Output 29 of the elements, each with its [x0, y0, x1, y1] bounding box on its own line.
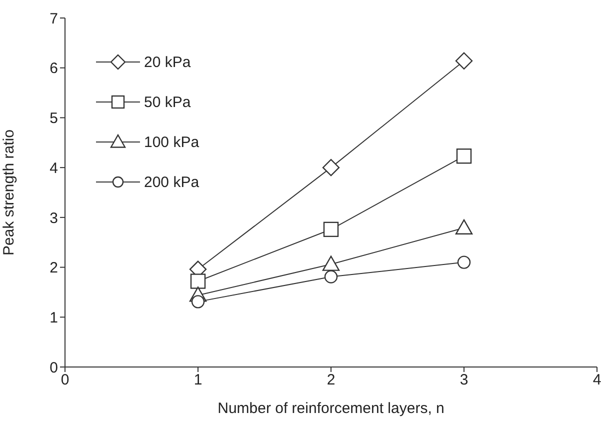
- point: [455, 219, 473, 234]
- x-tick-label: 4: [592, 372, 601, 389]
- point: [456, 148, 472, 164]
- y-tick-label: 7: [50, 10, 58, 28]
- x-tick-label: 1: [194, 372, 202, 389]
- x-tick-label: 3: [460, 372, 468, 389]
- point: [324, 270, 338, 284]
- x-axis-title: Number of reinforcement layers, n: [218, 400, 444, 417]
- legend-label: 20 kPa: [144, 54, 191, 70]
- point: [322, 158, 340, 176]
- x-tick-label: 0: [60, 372, 70, 389]
- point: [457, 256, 471, 269]
- y-axis-title: Peak strength ratio: [0, 130, 18, 256]
- y-tick-label: 5: [50, 110, 58, 128]
- legend-label: 200 kPa: [144, 174, 200, 190]
- y-tick-label: 2: [50, 260, 58, 277]
- legend-label: 100 kPa: [144, 134, 200, 150]
- y-tick-label: 3: [50, 210, 58, 227]
- y-tick-label: 6: [50, 60, 58, 78]
- x-tick-label: 2: [326, 372, 336, 389]
- point: [190, 274, 206, 289]
- y-tick-label: 4: [50, 160, 58, 177]
- point: [322, 256, 340, 271]
- y-tick-label: 1: [50, 309, 58, 326]
- point: [455, 52, 473, 70]
- point: [191, 295, 205, 308]
- point: [323, 222, 339, 237]
- y-tick-label: 0: [50, 359, 58, 376]
- legend-label: 50 kPa: [144, 94, 191, 110]
